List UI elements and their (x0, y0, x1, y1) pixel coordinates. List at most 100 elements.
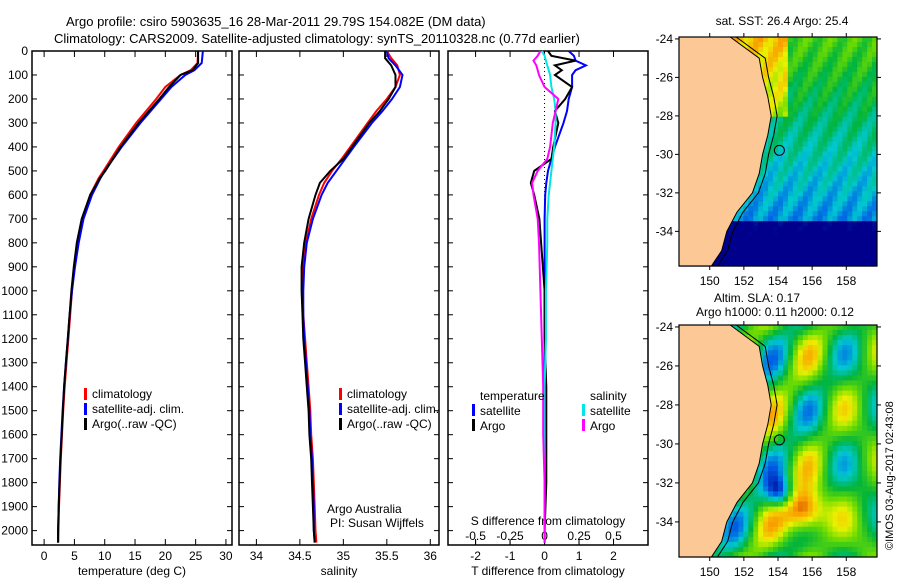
map-cell (842, 340, 848, 346)
map-cell (842, 420, 848, 427)
map-cell (837, 471, 843, 477)
map-cell (862, 405, 868, 412)
map-cell (842, 116, 848, 123)
map-cell (872, 186, 878, 192)
map-cell (827, 340, 833, 346)
map-cell (837, 325, 843, 331)
map-cell (807, 191, 814, 197)
map-cell (867, 395, 873, 402)
map-cell (783, 516, 789, 523)
map-cell (822, 246, 828, 252)
map-cell (857, 491, 863, 497)
map-cell (797, 256, 804, 262)
map-cell (857, 37, 863, 43)
map-cell (862, 221, 868, 227)
map-cell (827, 516, 833, 523)
map-cell (867, 161, 873, 168)
map-cell (872, 241, 878, 247)
map-cell (787, 405, 794, 412)
map-cell (807, 261, 814, 267)
map-cell (773, 461, 779, 467)
map-cell (753, 340, 759, 346)
map-cell (837, 526, 843, 533)
map-cell (862, 541, 868, 548)
map-cell (857, 400, 863, 407)
map-cell (787, 151, 794, 158)
map-cell (857, 171, 863, 177)
map-cell (792, 56, 799, 63)
map-cell (807, 151, 814, 158)
map-cell (832, 231, 838, 237)
map-cell (738, 216, 744, 222)
map-cell (792, 516, 799, 523)
map-cell (857, 176, 863, 182)
map-cell (797, 325, 804, 331)
map-cell (768, 106, 774, 113)
map-cell (822, 186, 828, 192)
map-cell (783, 61, 789, 68)
map-cell (842, 176, 848, 182)
map-cell (872, 395, 878, 402)
map-cell (827, 76, 833, 83)
map-cell (802, 430, 809, 437)
map-cell (812, 325, 819, 331)
map-cell (862, 491, 868, 497)
map-cell (872, 216, 878, 222)
map-cell (822, 360, 828, 366)
map-cell (783, 261, 789, 267)
map-cell (827, 476, 833, 482)
map-cell (773, 231, 779, 237)
y-tick-label: 500 (8, 164, 28, 178)
map-cell (857, 420, 863, 427)
map-cell (842, 131, 848, 138)
map-cell (812, 461, 819, 467)
map-cell (857, 246, 863, 252)
map-cell (872, 335, 878, 341)
map-cell (817, 451, 824, 457)
map-cell (822, 536, 828, 543)
map-cell (792, 251, 799, 257)
map-cell (783, 420, 789, 427)
map-cell (812, 345, 819, 351)
map-cell (872, 131, 878, 138)
map-cell (768, 476, 774, 482)
map-cell (792, 536, 799, 543)
map-cell (792, 226, 799, 232)
map-cell (867, 216, 873, 222)
map-cell (827, 37, 833, 43)
map-cell (768, 375, 774, 381)
map-cell (758, 350, 764, 356)
map-cell (802, 325, 809, 331)
map-cell (768, 330, 774, 336)
map-cell (768, 395, 774, 402)
legend-swatch (84, 418, 87, 430)
map-cell (852, 246, 858, 252)
map-cell (787, 370, 794, 376)
map-cell (832, 552, 838, 558)
map-cell (847, 241, 853, 247)
map-cell (763, 466, 769, 472)
map-cell (748, 196, 754, 202)
map-cell (862, 471, 868, 477)
map-cell (817, 141, 824, 148)
map-cell (792, 390, 799, 397)
map-cell (792, 441, 799, 447)
map-cell (817, 241, 824, 247)
map-cell (802, 471, 809, 477)
map-cell (787, 256, 794, 262)
map-cell (778, 47, 784, 53)
map-cell (827, 511, 833, 518)
map-cell (783, 471, 789, 477)
map-cell (852, 546, 858, 553)
map-cell (797, 360, 804, 366)
map-cell (852, 325, 858, 331)
map-cell (847, 146, 853, 153)
map-cell (773, 131, 779, 138)
map-cell (837, 246, 843, 252)
map-cell (842, 216, 848, 222)
map-cell (768, 61, 774, 68)
map-cell (817, 116, 824, 123)
map-cell (857, 256, 863, 262)
map-cell (778, 196, 784, 202)
map-cell (797, 420, 804, 427)
